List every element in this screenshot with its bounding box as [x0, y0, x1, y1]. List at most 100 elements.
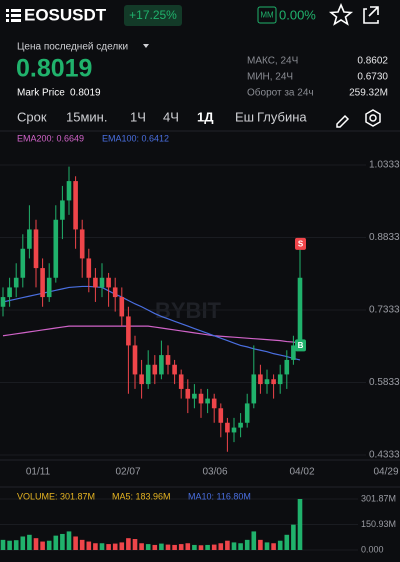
- ema200-legend: EMA200: 0.6649: [17, 133, 84, 143]
- volume-bar: [106, 544, 111, 550]
- candle-body: [27, 229, 32, 249]
- stat-value: 0.6730: [357, 72, 388, 83]
- top-bar: EOSUSDT +17.25% MM 0.00%: [6, 2, 379, 26]
- candle-body: [33, 229, 39, 269]
- ema-line: [2, 285, 301, 361]
- candle-body: [7, 287, 12, 298]
- menu-icon[interactable]: [6, 9, 21, 22]
- favorite-icon[interactable]: [328, 2, 354, 26]
- ema-line: [2, 325, 301, 344]
- candle-body: [165, 355, 171, 365]
- last-price: 0.8019: [16, 55, 92, 83]
- candle-body: [53, 219, 59, 278]
- candle-body: [46, 277, 52, 298]
- stat-value: 259.32M: [349, 88, 388, 99]
- volume-bar: [53, 535, 59, 550]
- candle-body: [231, 427, 237, 433]
- symbol[interactable]: EOSUSDT: [24, 5, 107, 24]
- volume-bar: [0, 539, 6, 550]
- volume-bar: [33, 538, 39, 550]
- date-label: 03/06: [202, 467, 227, 478]
- tab[interactable]: 4Ч: [163, 109, 179, 124]
- candle-body: [244, 403, 250, 423]
- volume-bar: [46, 540, 52, 550]
- settings-icon[interactable]: [369, 114, 377, 122]
- volume-bar: [93, 543, 98, 550]
- y-tick-label: 0.7333: [369, 305, 400, 316]
- candle-body: [40, 268, 45, 298]
- stat-label: МИН, 24Ч: [247, 72, 293, 83]
- volume-bar: [73, 536, 78, 550]
- candle-body: [277, 374, 283, 385]
- candle-body: [264, 379, 270, 385]
- candle-body: [132, 345, 138, 375]
- date-label: 04/29: [373, 467, 398, 478]
- volume-bar: [132, 539, 138, 550]
- candle-body: [79, 229, 85, 259]
- tab[interactable]: 15мин.: [66, 109, 107, 124]
- volume-bar: [205, 544, 210, 550]
- date-label: 01/11: [26, 467, 51, 478]
- candle-body: [13, 277, 19, 288]
- candle-body: [106, 277, 111, 288]
- candle-body: [284, 359, 290, 375]
- candle-body: [172, 364, 177, 375]
- candle-body: [297, 277, 303, 346]
- stat-label: МАКС, 24Ч: [247, 56, 298, 67]
- y-tick-label: 0.5833: [369, 377, 400, 388]
- trade-marker-label: B: [298, 341, 304, 350]
- volume-bar: [20, 536, 26, 550]
- volume-bar: [264, 542, 270, 550]
- candle-body: [251, 374, 257, 404]
- volume-bar: [225, 540, 230, 550]
- candle-body: [159, 355, 164, 375]
- tab[interactable]: 1Ч: [130, 109, 146, 124]
- volume-bar: [86, 541, 92, 550]
- draw-icon[interactable]: [336, 114, 350, 128]
- trade-marker-label: S: [298, 240, 304, 249]
- tab[interactable]: Срок: [17, 109, 47, 124]
- volume-tick-label: 150.93M: [361, 519, 396, 529]
- volume-bar: [185, 543, 191, 550]
- candle-body: [0, 297, 6, 307]
- volume-bar: [13, 540, 19, 550]
- volume-bar: [192, 544, 197, 550]
- tab[interactable]: Глубина: [257, 109, 307, 124]
- candle-body: [66, 181, 72, 201]
- dropdown-arrow: [143, 44, 149, 48]
- volume-bar: [277, 540, 283, 550]
- candle-body: [225, 422, 230, 433]
- plot: 1.0333 0.8833 0.7333 0.5833 0.4333 S B 301.87M 1…: [0, 160, 400, 554]
- volume-bar: [165, 544, 171, 550]
- volume-legend: VOLUME: 301.87M: [17, 491, 95, 501]
- tab[interactable]: 1Д: [197, 109, 214, 124]
- volume-bar: [60, 533, 65, 550]
- share-icon[interactable]: [363, 6, 379, 24]
- candle-body: [152, 364, 158, 375]
- volume-bar: [198, 545, 204, 550]
- volume-bar: [79, 539, 85, 550]
- stat-label: Оборот за 24ч: [247, 87, 314, 99]
- tab[interactable]: Еш: [235, 109, 254, 124]
- last-price-label[interactable]: Цена последней сделки: [17, 42, 128, 53]
- candle-body: [60, 200, 65, 220]
- candle-body: [145, 364, 151, 385]
- volume-bar: [145, 544, 151, 550]
- candle-body: [86, 258, 92, 278]
- volume-bar: [159, 543, 164, 550]
- mark-price: 0.8019: [70, 88, 101, 99]
- settings-icon-outline[interactable]: [365, 109, 381, 127]
- candle-body: [99, 277, 105, 288]
- candle-body: [112, 287, 118, 298]
- y-tick-label: 0.4333: [369, 450, 400, 461]
- candle-body: [119, 297, 125, 317]
- volume-bar: [271, 543, 276, 550]
- candle-body: [238, 422, 243, 428]
- y-tick-label: 1.0333: [369, 160, 400, 171]
- volume-bar: [66, 531, 72, 550]
- volume-bar: [119, 542, 125, 550]
- stat-value: 0.8602: [357, 56, 388, 67]
- volume-bar: [218, 543, 224, 550]
- date-label: 04/02: [289, 467, 314, 478]
- candle-body: [258, 374, 263, 385]
